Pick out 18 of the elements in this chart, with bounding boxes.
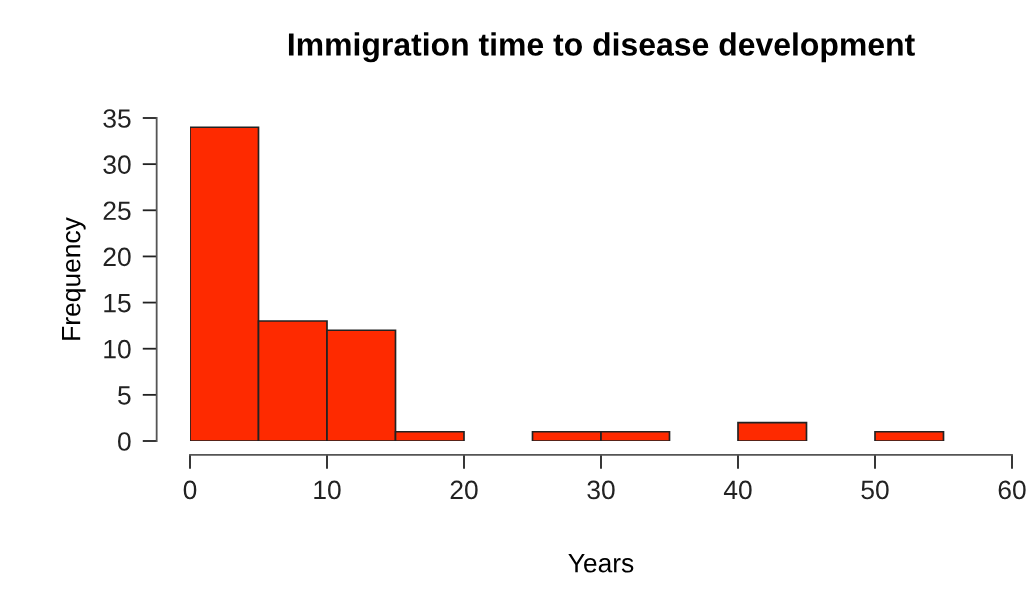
y-axis-title: Frequency — [62, 217, 86, 340]
x-tick-label: 20 — [450, 480, 478, 500]
x-tick-label: 10 — [314, 480, 341, 500]
y-tick-label: 5 — [118, 386, 131, 405]
y-tick-label: 30 — [103, 155, 131, 174]
y-tick-label: 15 — [104, 293, 131, 313]
y-tick-label: 20 — [103, 247, 131, 267]
x-tick-label: 30 — [587, 480, 615, 500]
x-tick-label: 40 — [723, 480, 752, 500]
chart-title: Immigration time to disease development — [288, 32, 915, 63]
x-tick-label: 50 — [861, 480, 889, 500]
x-tick-label: 60 — [998, 480, 1026, 500]
y-tick-label: 0 — [118, 432, 131, 451]
x-axis-title: Years — [568, 554, 634, 573]
y-tick-label: 10 — [104, 339, 131, 359]
x-tick-label: 0 — [183, 480, 197, 500]
y-tick-label: 35 — [103, 109, 131, 128]
y-tick-label: 25 — [103, 201, 131, 221]
